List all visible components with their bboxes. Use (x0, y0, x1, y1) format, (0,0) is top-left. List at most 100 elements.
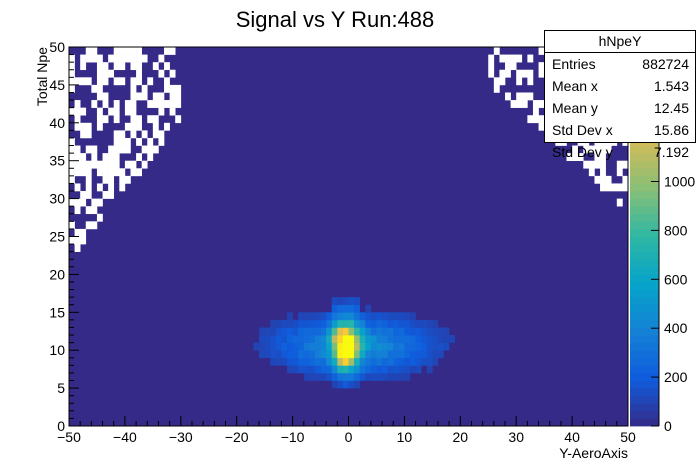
heatmap-cell (287, 342, 293, 351)
heatmap-cell (314, 335, 321, 343)
heatmap-cell (532, 107, 539, 116)
heatmap-cell (74, 244, 81, 252)
heatmap-cell (309, 327, 316, 336)
heatmap-cell (326, 319, 333, 328)
heatmap-cell (85, 175, 92, 184)
heatmap-cell (80, 54, 87, 63)
heatmap-cell (600, 183, 606, 192)
heatmap-cell (91, 221, 98, 230)
heatmap-cell (348, 335, 355, 343)
heatmap-cell (96, 168, 103, 177)
heatmap-cell (426, 342, 433, 351)
heatmap-cell (314, 350, 321, 359)
heatmap-cell (74, 115, 81, 124)
heatmap-cell (124, 107, 131, 116)
heatmap-cell (382, 350, 388, 359)
heatmap-cell (426, 335, 433, 343)
heatmap-cell (370, 327, 377, 336)
heatmap-cell (348, 312, 355, 321)
heatmap-cell (331, 342, 338, 351)
heatmap-cell (415, 365, 422, 374)
heatmap-cell (136, 168, 142, 177)
heatmap-cell (588, 160, 595, 169)
heatmap-cell (398, 319, 405, 328)
heatmap-cell (74, 198, 81, 207)
heatmap-cell (96, 107, 103, 116)
heatmap-cell (342, 350, 349, 359)
heatmap-cell (80, 228, 87, 237)
heatmap-cell (309, 365, 316, 374)
heatmap-cell (348, 357, 355, 366)
heatmap-cell (113, 77, 120, 86)
heatmap-cell (259, 327, 265, 336)
heatmap-cell (69, 221, 75, 230)
heatmap-cell (348, 297, 355, 306)
heatmap-cell (359, 372, 366, 381)
heatmap-cell (298, 357, 305, 366)
heatmap-cell (314, 372, 321, 381)
heatmap-cell (616, 160, 623, 169)
heatmap-cell (119, 62, 126, 71)
heatmap-cell (365, 365, 372, 374)
stats-row-mean-y: Mean y 12.45 (545, 97, 695, 119)
heatmap-cell (147, 153, 154, 161)
heatmap-cell (393, 335, 400, 343)
heatmap-cell (303, 342, 310, 351)
heatmap-cell (80, 130, 87, 139)
x-tick-label: −50 (57, 429, 81, 445)
heatmap-cell (443, 327, 450, 336)
heatmap-cell (80, 122, 87, 131)
y-tick-label: 45 (49, 77, 65, 93)
heatmap-cell (281, 327, 288, 336)
heatmap-cell (74, 160, 81, 169)
heatmap-cell (600, 160, 606, 169)
heatmap-cell (69, 153, 75, 161)
palette-step (630, 175, 659, 184)
heatmap-cell (147, 100, 154, 108)
heatmap-cell (102, 153, 109, 161)
palette-step (630, 342, 659, 351)
heatmap-cell (432, 319, 439, 328)
heatmap-cell (303, 372, 310, 381)
palette-step (630, 266, 659, 275)
heatmap-cell (80, 107, 87, 116)
heatmap-cell (292, 357, 299, 366)
heatmap-cell (136, 92, 142, 101)
heatmap-cell (102, 175, 109, 184)
heatmap-cell (354, 372, 360, 381)
stats-label: Std Dev x (552, 122, 613, 138)
heatmap-cell (74, 100, 81, 108)
heatmap-cell (298, 335, 305, 343)
heatmap-cell (622, 183, 629, 192)
heatmap-cell (320, 365, 327, 374)
heatmap-cell (275, 335, 282, 343)
heatmap-cell (376, 327, 383, 336)
heatmap-cell (337, 297, 344, 306)
heatmap-cell (443, 335, 450, 343)
heatmap-cell (493, 84, 500, 93)
heatmap-cell (91, 145, 98, 154)
heatmap-cell (616, 183, 623, 192)
heatmap-cell (337, 327, 344, 336)
heatmap-cell (370, 312, 377, 321)
heatmap-cell (393, 365, 400, 374)
heatmap-cell (600, 168, 606, 177)
heatmap-cell (96, 160, 103, 169)
heatmap-cell (124, 100, 131, 108)
heatmap-cell (409, 365, 416, 374)
heatmap-cell (342, 312, 349, 321)
heatmap-cell (303, 357, 310, 366)
heatmap-cell (259, 335, 265, 343)
heatmap-cell (342, 342, 349, 351)
heatmap-cell (516, 69, 523, 78)
heatmap-cell (152, 92, 159, 101)
heatmap-cell (600, 145, 606, 154)
heatmap-cell (253, 342, 260, 351)
heatmap-cell (96, 69, 103, 78)
heatmap-cell (85, 191, 92, 199)
heatmap-cell (85, 47, 92, 55)
heatmap-cell (96, 77, 103, 86)
heatmap-cell (538, 47, 545, 55)
heatmap-cell (303, 350, 310, 359)
heatmap-cell (298, 365, 305, 374)
